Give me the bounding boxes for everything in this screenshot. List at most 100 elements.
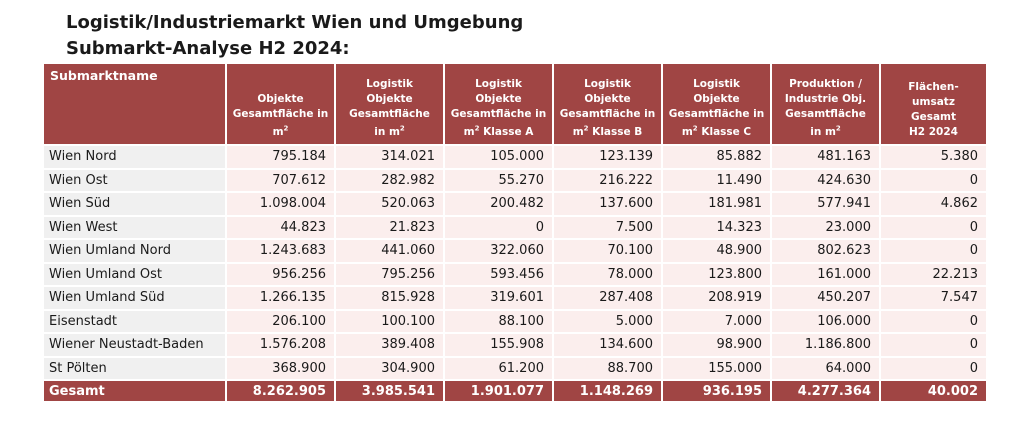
column-header: Logistik Objekte Gesamtfläche in m2 [334, 62, 445, 146]
value-cell: 7.500 [552, 214, 663, 240]
column-header: Produktion / Industrie Obj. Gesamtfläche in… [770, 62, 881, 146]
value-cell: 155.908 [443, 332, 554, 358]
submarket-name-cell: Wien Umland Ost [42, 261, 227, 287]
document-title: Logistik/Industriemarkt Wien und Umgebun… [66, 10, 523, 62]
value-cell: 802.623 [770, 238, 881, 264]
submarket-name-cell: Wien Ost [42, 167, 227, 193]
value-cell: 7.000 [661, 308, 772, 334]
title-line-2: Submarkt-Analyse H2 2024: [66, 38, 350, 59]
submarket-name-cell: Eisenstadt [42, 308, 227, 334]
value-cell: 64.000 [770, 355, 881, 381]
value-cell: 5.000 [552, 308, 663, 334]
value-cell: 40.002 [879, 379, 988, 403]
value-cell: 450.207 [770, 285, 881, 311]
header-line: Objekte [584, 92, 631, 105]
value-cell: 137.600 [552, 191, 663, 217]
value-cell: 520.063 [334, 191, 445, 217]
value-cell: 105.000 [443, 144, 554, 170]
value-cell: 161.000 [770, 261, 881, 287]
value-cell: 815.928 [334, 285, 445, 311]
total-row: Gesamt 8.262.905 3.985.541 1.901.077 1.148.2… [42, 379, 988, 403]
value-cell: 304.900 [334, 355, 445, 381]
header-line: Objekte [693, 92, 740, 105]
header-line: Gesamt [910, 111, 957, 123]
value-cell: 0 [879, 238, 988, 264]
header-line: Submarktname [50, 68, 158, 83]
table-row: Wien Umland Süd 1.266.135 815.928 319.601 28… [42, 285, 988, 311]
header-line: Produktion / [789, 77, 862, 90]
value-cell: 216.222 [552, 167, 663, 193]
value-cell: 4.277.364 [770, 379, 881, 403]
value-cell: 21.823 [334, 214, 445, 240]
value-cell: 4.862 [879, 191, 988, 217]
value-cell: 98.900 [661, 332, 772, 358]
table-row: Wien Süd 1.098.004 520.063 200.482 137.600 18… [42, 191, 988, 217]
header-line: Logistik [366, 77, 413, 90]
header-line: m2 [272, 124, 289, 139]
table-row: Wien Umland Ost 956.256 795.256 593.456 78.0… [42, 261, 988, 287]
value-cell: 11.490 [661, 167, 772, 193]
value-cell: 23.000 [770, 214, 881, 240]
value-cell: 134.600 [552, 332, 663, 358]
value-cell: 322.060 [443, 238, 554, 264]
value-cell: 0 [879, 355, 988, 381]
value-cell: 577.941 [770, 191, 881, 217]
title-line-1: Logistik/Industriemarkt Wien und Umgebun… [66, 12, 524, 33]
value-cell: 282.982 [334, 167, 445, 193]
header-line: Logistik [584, 77, 631, 90]
value-cell: 0 [879, 214, 988, 240]
value-cell: 319.601 [443, 285, 554, 311]
header-line: Objekte [257, 92, 304, 105]
value-cell: 593.456 [443, 261, 554, 287]
table-row: Wien Umland Nord 1.243.683 441.060 322.060 7… [42, 238, 988, 264]
header-line: Logistik [693, 77, 740, 90]
value-cell: 206.100 [225, 308, 336, 334]
value-cell: 155.000 [661, 355, 772, 381]
value-cell: 123.139 [552, 144, 663, 170]
submarket-name-cell: Wien Umland Süd [42, 285, 227, 311]
column-header: Logistik Objekte Gesamtfläche in m2 Klasse … [661, 62, 772, 146]
header-line: Objekte [366, 92, 413, 105]
header-line: in m2 [810, 124, 841, 139]
value-cell: 424.630 [770, 167, 881, 193]
value-cell: 1.901.077 [443, 379, 554, 403]
value-cell: 181.981 [661, 191, 772, 217]
header-line: Gesamtfläche in [559, 107, 656, 120]
submarket-name-cell: Wiener Neustadt-Baden [42, 332, 227, 358]
header-line: Gesamtfläche [785, 107, 866, 120]
value-cell: 55.270 [443, 167, 554, 193]
header-submarktname: Submarktname [42, 62, 227, 146]
value-cell: 1.266.135 [225, 285, 336, 311]
header-line: Flächen- [908, 81, 959, 93]
value-cell: 208.919 [661, 285, 772, 311]
table-row: Wien West 44.823 21.823 0 7.500 14.323 23.000 0 [42, 214, 988, 240]
value-cell: 936.195 [661, 379, 772, 403]
submarket-name-cell: Wien Süd [42, 191, 227, 217]
value-cell: 3.985.541 [334, 379, 445, 403]
value-cell: 123.800 [661, 261, 772, 287]
header-line: Gesamtfläche in [232, 107, 329, 120]
value-cell: 88.100 [443, 308, 554, 334]
value-cell: 956.256 [225, 261, 336, 287]
header-line: m2 Klasse A [463, 124, 534, 139]
value-cell: 287.408 [552, 285, 663, 311]
value-cell: 85.882 [661, 144, 772, 170]
column-header: Logistik Objekte Gesamtfläche in m2 Klasse … [552, 62, 663, 146]
value-cell: 61.200 [443, 355, 554, 381]
table-row: Wiener Neustadt-Baden 1.576.208 389.408 155… [42, 332, 988, 358]
value-cell: 22.213 [879, 261, 988, 287]
value-cell: 389.408 [334, 332, 445, 358]
header-line: umsatz [912, 96, 955, 108]
header-line: m2 Klasse B [572, 124, 643, 139]
submarket-name-cell: Gesamt [42, 379, 227, 403]
header-line: Logistik [475, 77, 522, 90]
header-line: in m2 [374, 124, 405, 139]
value-cell: 78.000 [552, 261, 663, 287]
value-cell: 200.482 [443, 191, 554, 217]
value-cell: 88.700 [552, 355, 663, 381]
submarket-name-cell: Wien Nord [42, 144, 227, 170]
value-cell: 795.184 [225, 144, 336, 170]
header-line: Gesamtfläche [349, 107, 430, 120]
value-cell: 1.098.004 [225, 191, 336, 217]
header-line: m2 Klasse C [681, 124, 752, 139]
